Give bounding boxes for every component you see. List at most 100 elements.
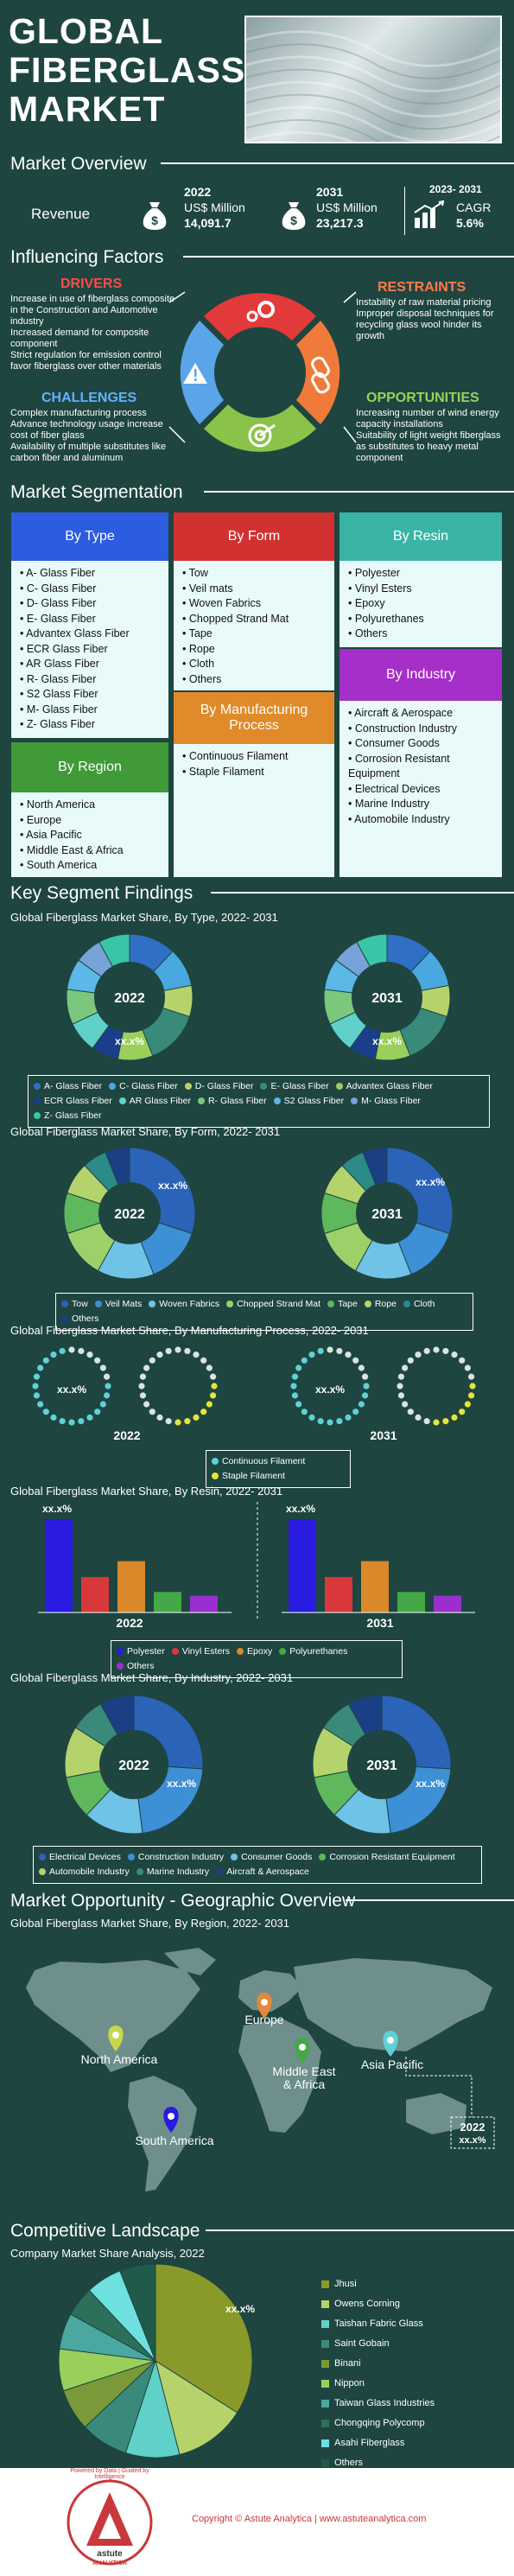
legend-label: Construction Industry <box>137 1852 225 1862</box>
legend-label: Tape <box>338 1299 358 1309</box>
legend-label: Veil Mats <box>105 1299 143 1309</box>
legend-type-item-1: C- Glass Fiber <box>109 1079 178 1094</box>
legend-industry-item-6: Aircraft & Aerospace <box>216 1865 309 1880</box>
legend-label: Advantex Glass Fiber <box>346 1081 433 1091</box>
process-ring-2-dot-4 <box>345 1414 352 1421</box>
legend-industry-item-2: Consumer Goods <box>231 1850 312 1865</box>
process-ring-2-dot-0 <box>363 1383 370 1390</box>
legend-label: Taiwan Glass Industries <box>334 2398 435 2408</box>
legend-label: Marine Industry <box>146 1867 210 1877</box>
findings-section-title: Key Segment Findings <box>0 880 514 906</box>
type-share-label-2031: xx.x% <box>372 1035 402 1047</box>
process-ring-1-dot-0 <box>211 1383 218 1390</box>
process-ring-3-dot-8 <box>415 1414 422 1421</box>
company-legend-item: Chongqing Polycomp <box>321 2414 503 2433</box>
legend-dot <box>171 1648 179 1656</box>
process-ring-3-dot-14 <box>402 1364 409 1371</box>
pin-center <box>261 1999 268 2006</box>
legend-swatch <box>321 2359 329 2368</box>
legend-form-item-5: Rope <box>364 1297 397 1312</box>
process-ring-3-dot-21 <box>459 1357 466 1364</box>
legend-dot <box>319 1854 327 1861</box>
money-bag-icon: $ <box>282 202 306 230</box>
north-america-shape <box>26 1960 200 2072</box>
process-ring-1-dot-9 <box>149 1409 155 1415</box>
process-legend: Continuous Filament Staple Filament <box>206 1450 351 1488</box>
segment-by-region: By Region North America Europe Asia Paci… <box>10 741 169 878</box>
legend-dot <box>127 1854 135 1861</box>
europe-shape <box>238 1970 302 2012</box>
legend-dot <box>109 1083 117 1091</box>
process-ring-1-dot-7 <box>165 1417 172 1425</box>
gears-icon <box>246 301 275 322</box>
revenue-label: Revenue <box>31 206 91 222</box>
process-ring-0-dot-7 <box>59 1417 66 1425</box>
legend-label: Epoxy <box>247 1646 273 1657</box>
form-chart-subtitle: Global Fiberglass Market Share, By Form,… <box>10 1125 281 1138</box>
legend-type-item-4: Advantex Glass Fiber <box>335 1079 433 1094</box>
legend-dot <box>327 1301 335 1308</box>
process-ring-0-dot-0 <box>105 1383 111 1390</box>
process-ring-1-dot-5 <box>184 1417 191 1425</box>
process-ring-0-dot-20 <box>86 1352 93 1358</box>
segment-by-form-title: By Form <box>174 512 334 561</box>
process-ring-3-dot-4 <box>451 1414 458 1421</box>
process-ring-2-dot-6 <box>327 1419 333 1426</box>
segment-by-type: By Type A- Glass Fiber C- Glass Fiber D-… <box>10 512 169 739</box>
process-ring-3-dot-16 <box>415 1352 422 1358</box>
pin-center <box>299 2044 306 2051</box>
legend-swatch <box>321 2379 329 2388</box>
main-title: GLOBAL FIBERGLASS MARKET <box>9 12 245 129</box>
legend-dot <box>335 1083 343 1091</box>
resin-bar-0-0 <box>45 1519 73 1612</box>
legend-dot <box>34 1097 41 1105</box>
legend-swatch <box>321 2319 329 2328</box>
type-chart-subtitle: Global Fiberglass Market Share, By Type,… <box>10 911 278 924</box>
segment-by-type-list: A- Glass Fiber C- Glass Fiber D- Glass F… <box>11 561 168 738</box>
legend-dot <box>351 1097 359 1105</box>
region-label: South America <box>135 2134 213 2147</box>
company-slice-0 <box>155 2263 253 2414</box>
segment-by-process-list: Continuous Filament Staple Filament <box>174 744 334 877</box>
donut-hole <box>99 1730 168 1799</box>
donut-hole <box>347 1730 416 1799</box>
process-ring-0-dot-12 <box>32 1383 39 1390</box>
process-ring-3-dot-10 <box>402 1401 409 1408</box>
restraints-list: Instability of raw material pricing Impr… <box>356 297 494 341</box>
process-ring-2-dot-23 <box>361 1373 369 1380</box>
form-year-2031: 2031 <box>371 1207 403 1222</box>
svg-text:$: $ <box>151 213 158 227</box>
legend-dot <box>117 1663 124 1670</box>
opportunities-list: Increasing number of wind energy capacit… <box>356 408 501 463</box>
process-ring-charts: xx.x% xx.x% 2022 2031 <box>32 1346 476 1442</box>
segment-by-region-list: North America Europe Asia Pacific Middle… <box>11 792 168 877</box>
legend-industry-item-0: Electrical Devices <box>39 1850 121 1865</box>
process-ring-1-dot-17 <box>165 1347 172 1355</box>
challenges-segment <box>180 321 224 424</box>
header: GLOBAL FIBERGLASS MARKET <box>0 0 514 149</box>
process-ring-2-dot-5 <box>336 1417 343 1425</box>
region-labels: North America Europe Middle East& Africa As… <box>81 2013 424 2147</box>
overview-section-title: Market Overview <box>0 150 514 176</box>
form-legend: Tow Veil Mats Woven Fabrics Chopped Strand … <box>55 1293 473 1331</box>
legend-process-item-1: Staple Filament <box>212 1469 285 1484</box>
industry-share-label-2031: xx.x% <box>416 1778 445 1790</box>
drivers-segment <box>204 293 316 340</box>
legend-dot <box>39 1854 46 1861</box>
process-ring-3-dot-18 <box>433 1346 440 1353</box>
process-ring-3-dot-13 <box>397 1373 405 1380</box>
resin-bar-0-3 <box>154 1592 181 1612</box>
legend-label: Nippon <box>334 2378 365 2388</box>
region-label: Middle East <box>272 2064 335 2078</box>
continents <box>26 1948 492 2191</box>
legend-resin-item-3: Polyurethanes <box>279 1644 347 1659</box>
pin-center <box>168 2113 175 2120</box>
company-legend: Jhusi Owens Corning Taishan Fabric Glass Sa… <box>321 2274 503 2473</box>
legend-type-item-0: A- Glass Fiber <box>34 1079 102 1094</box>
legend-label: Cloth <box>413 1299 435 1309</box>
resin-year-2031: 2031 <box>366 1616 393 1630</box>
legend-label: D- Glass Fiber <box>194 1081 254 1091</box>
process-ring-0-dot-15 <box>42 1357 49 1364</box>
opportunities-segment <box>204 404 316 452</box>
form-donut-charts: 2022 2031 xx.x% xx.x% <box>63 1147 454 1280</box>
